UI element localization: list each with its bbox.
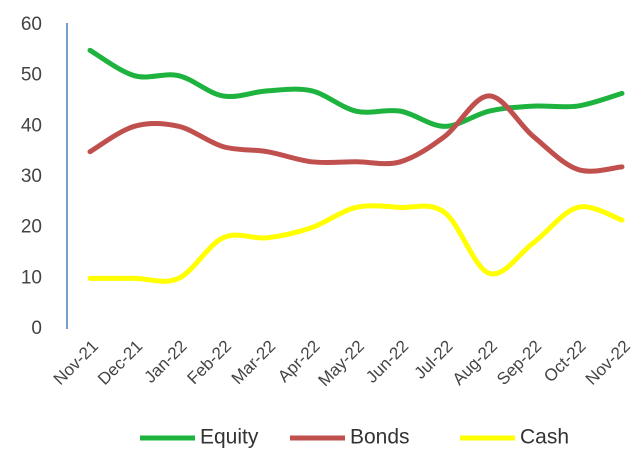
series-line [87, 47, 625, 129]
series-line [87, 203, 625, 284]
x-tick-label: Dec-21 [94, 337, 146, 389]
series-line [87, 93, 625, 174]
y-tick-label: 60 [21, 14, 42, 35]
x-tick-label: Jan-22 [140, 337, 190, 387]
x-tick-label: Aug-22 [449, 337, 501, 389]
legend-label: Bonds [350, 426, 410, 449]
y-tick-label: 10 [21, 267, 42, 288]
x-tick-label: Oct-22 [540, 337, 590, 387]
x-tick-label: Nov-22 [582, 337, 634, 389]
x-tick-label: Sep-22 [493, 337, 545, 389]
x-tick-label: May-22 [314, 337, 368, 391]
y-tick-label: 40 [21, 115, 42, 136]
y-tick-label: 0 [31, 318, 42, 339]
legend-label: Cash [520, 426, 569, 449]
x-tick-label: Feb-22 [183, 337, 235, 389]
legend-label: Equity [200, 426, 259, 449]
x-tick-label: Mar-22 [228, 337, 280, 389]
x-tick-label: Jun-22 [362, 337, 412, 387]
x-tick-label: Nov-21 [50, 337, 102, 389]
y-tick-label: 30 [21, 166, 42, 187]
y-tick-label: 50 [21, 65, 42, 86]
y-tick-label: 20 [21, 217, 42, 238]
